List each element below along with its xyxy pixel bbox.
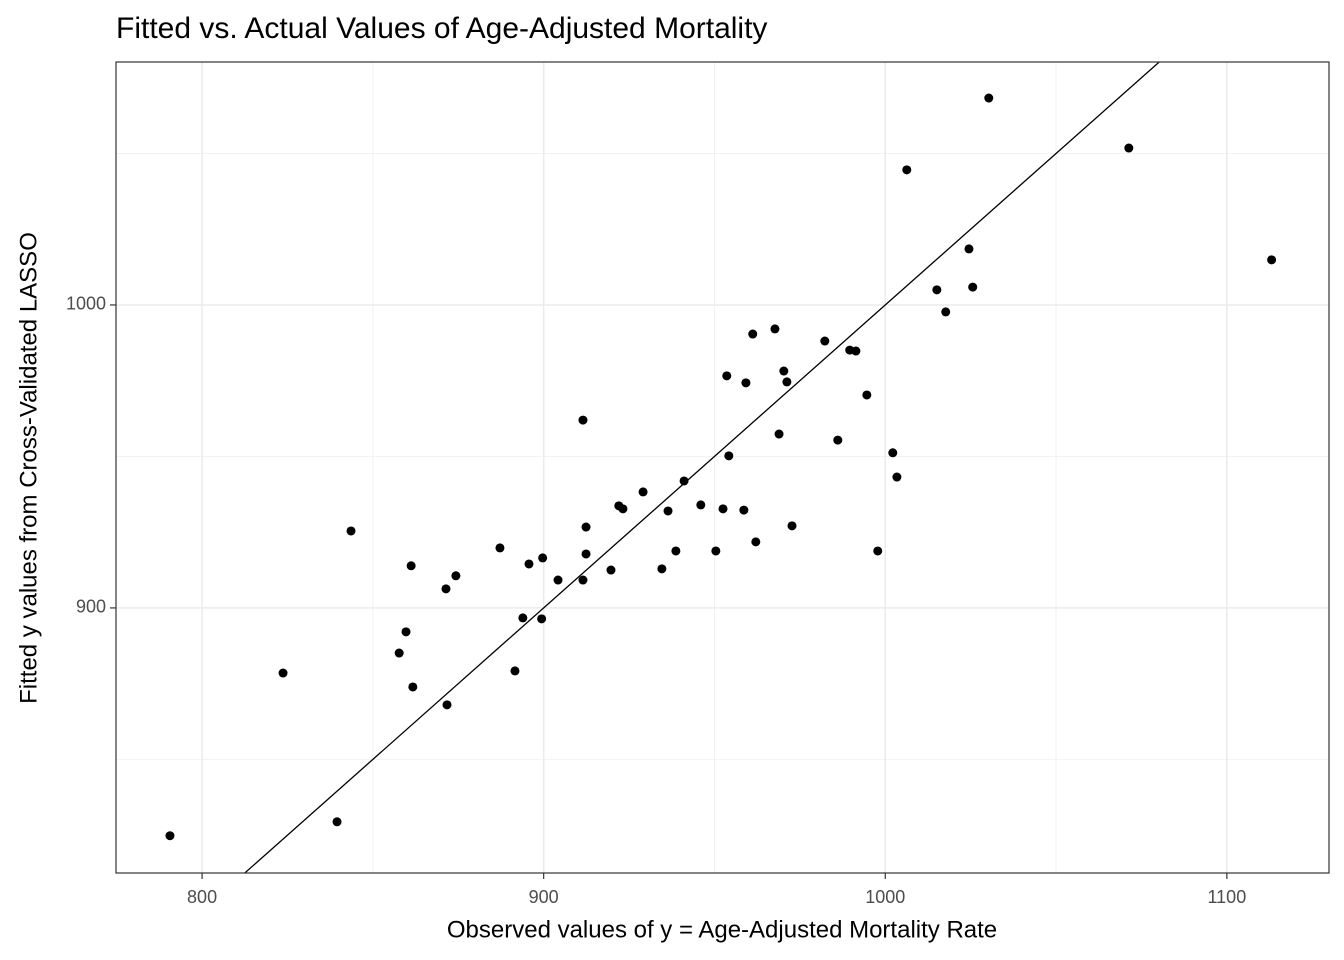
point bbox=[779, 366, 789, 376]
panel-border bbox=[115, 61, 1330, 874]
point bbox=[606, 565, 616, 575]
point bbox=[932, 285, 942, 295]
y-tick-label: 1000 bbox=[66, 294, 106, 314]
point bbox=[346, 526, 356, 536]
point bbox=[873, 546, 883, 556]
point bbox=[394, 648, 404, 658]
point bbox=[1267, 255, 1277, 265]
point bbox=[401, 627, 411, 637]
y-axis-label: Fitted y values from Cross-Validated LAS… bbox=[15, 232, 42, 704]
point bbox=[406, 561, 416, 571]
point bbox=[748, 329, 758, 339]
point bbox=[441, 584, 451, 594]
point bbox=[518, 613, 528, 623]
x-tick-label: 800 bbox=[187, 887, 217, 907]
y-tick-label: 900 bbox=[76, 597, 106, 617]
point bbox=[278, 668, 288, 678]
plot-area bbox=[165, 62, 1277, 873]
point bbox=[165, 831, 175, 841]
x-tick-label: 1100 bbox=[1208, 887, 1247, 907]
point bbox=[851, 346, 861, 356]
point bbox=[578, 415, 588, 425]
point bbox=[581, 522, 591, 532]
point bbox=[722, 371, 732, 381]
point bbox=[968, 282, 978, 292]
point bbox=[862, 390, 872, 400]
point bbox=[408, 682, 418, 692]
point bbox=[724, 451, 734, 461]
point bbox=[774, 429, 784, 439]
point bbox=[510, 666, 520, 676]
point bbox=[442, 700, 452, 710]
point bbox=[638, 487, 648, 497]
point bbox=[902, 165, 912, 175]
axes: 800 900 1000 1100 900 1000 bbox=[66, 294, 1246, 907]
point bbox=[782, 377, 792, 387]
point bbox=[787, 521, 797, 531]
point bbox=[578, 575, 588, 585]
point bbox=[833, 435, 843, 445]
point bbox=[537, 614, 547, 624]
point bbox=[718, 504, 728, 514]
point bbox=[657, 564, 667, 574]
point bbox=[964, 244, 974, 254]
point bbox=[892, 472, 902, 482]
point bbox=[711, 546, 721, 556]
reference-line bbox=[243, 62, 1161, 873]
point bbox=[581, 549, 591, 559]
point bbox=[524, 559, 534, 569]
point bbox=[696, 500, 706, 510]
x-axis-label: Observed values of y = Age-Adjusted Mort… bbox=[447, 916, 997, 943]
point bbox=[751, 537, 761, 547]
point bbox=[1124, 143, 1134, 153]
point bbox=[538, 553, 548, 563]
point bbox=[741, 378, 751, 388]
chart-title: Fitted vs. Actual Values of Age-Adjusted… bbox=[116, 12, 767, 45]
point bbox=[679, 476, 689, 486]
point bbox=[663, 506, 673, 516]
grid bbox=[116, 62, 1329, 873]
point bbox=[820, 336, 830, 346]
point bbox=[451, 571, 461, 581]
x-tick-label: 1000 bbox=[865, 887, 905, 907]
point bbox=[888, 448, 898, 458]
point bbox=[984, 93, 994, 103]
point bbox=[618, 504, 628, 514]
point bbox=[332, 817, 342, 827]
point bbox=[941, 307, 951, 317]
point bbox=[495, 543, 505, 553]
point bbox=[671, 546, 681, 556]
point bbox=[553, 575, 563, 585]
x-tick-label: 900 bbox=[529, 887, 559, 907]
point bbox=[770, 324, 780, 334]
point bbox=[739, 505, 749, 515]
